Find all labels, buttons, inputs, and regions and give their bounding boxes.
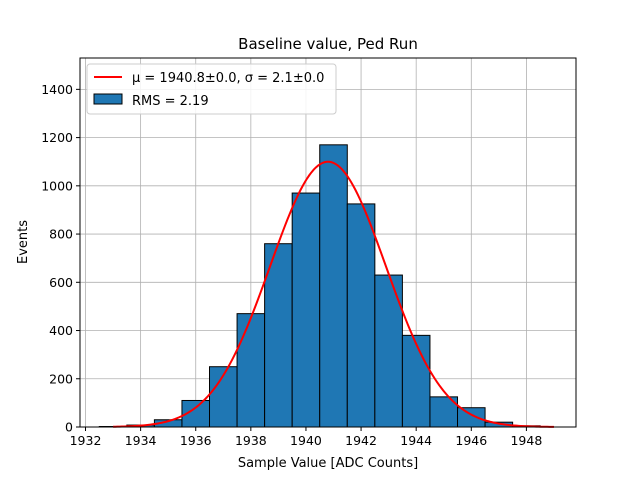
x-tick-label: 1948: [510, 433, 542, 448]
x-tick-label: 1936: [180, 433, 212, 448]
y-tick-label: 400: [49, 323, 73, 338]
x-tick-label: 1938: [235, 433, 267, 448]
histogram-bar: [236, 313, 266, 428]
x-axis-label: Sample Value [ADC Counts]: [238, 456, 418, 471]
y-tick-label: 0: [65, 420, 73, 435]
y-tick-label: 1000: [41, 178, 73, 193]
plot-frame: [79, 57, 577, 428]
histogram-bar: [291, 192, 321, 428]
y-axis-label: Events: [16, 220, 31, 264]
x-tick-label: 1932: [70, 433, 102, 448]
gaussian-fit-curve: [113, 160, 554, 428]
x-tick-label: 1940: [290, 433, 322, 448]
chart-title: Baseline value, Ped Run: [238, 35, 418, 53]
legend-fit-label: μ = 1940.8±0.0, σ = 2.1±0.0: [132, 71, 324, 86]
y-tick-label: 1200: [41, 130, 73, 145]
histogram-bar: [401, 334, 431, 428]
x-tick-label: 1944: [400, 433, 432, 448]
y-tick-label: 1400: [41, 82, 73, 97]
y-tick-label: 600: [49, 275, 73, 290]
histogram-bar: [319, 144, 348, 428]
histogram-bar: [346, 203, 376, 428]
y-tick-label: 800: [49, 227, 73, 242]
legend: μ = 1940.8±0.0, σ = 2.1±0.0 RMS = 2.19: [86, 63, 337, 115]
x-tick-label: 1946: [455, 433, 487, 448]
y-axis-ticks: 0 200 400 600 800 1000 1200 1400: [41, 82, 80, 435]
legend-histogram-patch-icon: [93, 93, 123, 105]
x-tick-label: 1942: [345, 433, 377, 448]
legend-rms-label: RMS = 2.19: [132, 94, 209, 109]
x-axis-ticks: 1932 1934 1936 1938 1940 1942 1944 1946 1948: [70, 427, 542, 448]
histogram-bar: [457, 407, 486, 428]
y-tick-label: 200: [49, 371, 73, 386]
histogram-bar: [264, 243, 293, 428]
legend-box: [86, 63, 337, 115]
x-tick-label: 1934: [125, 433, 157, 448]
